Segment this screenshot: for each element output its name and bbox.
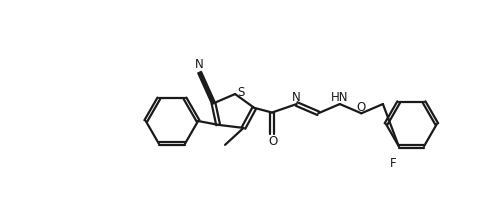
Text: S: S (237, 86, 245, 99)
Text: O: O (357, 101, 366, 114)
Text: N: N (292, 91, 301, 104)
Text: F: F (390, 157, 396, 170)
Text: O: O (268, 135, 278, 148)
Text: HN: HN (331, 91, 349, 104)
Text: N: N (195, 58, 204, 71)
